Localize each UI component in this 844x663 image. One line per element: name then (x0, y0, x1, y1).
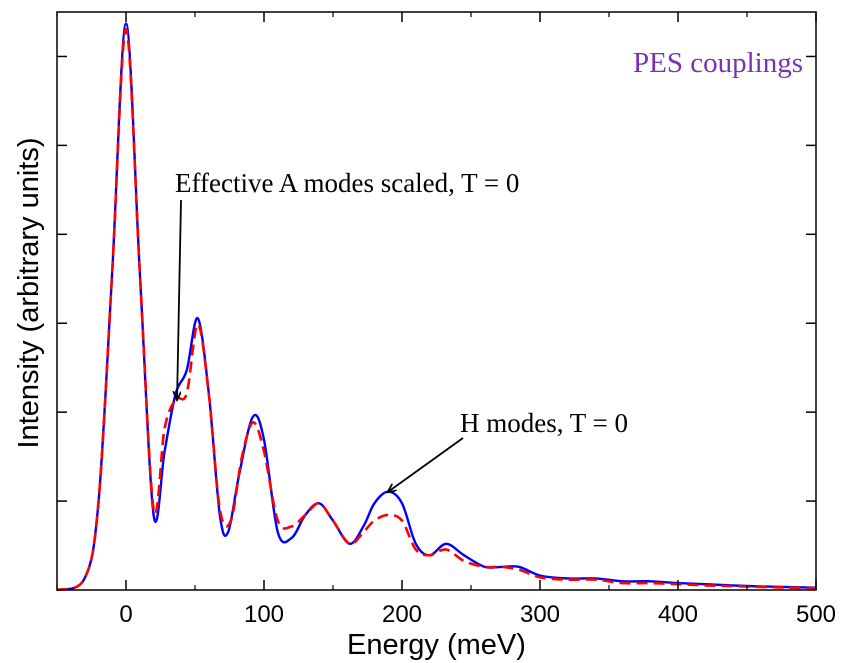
y-axis-title: Intensity (arbitrary units) (13, 137, 45, 448)
x-tick-label: 500 (796, 601, 836, 628)
annotation-layer: Effective A modes scaled, T = 0 H modes, … (175, 168, 628, 492)
plot-frame (56, 11, 817, 591)
pes-couplings-label: PES couplings (633, 47, 803, 79)
x-tick-label: 0 (119, 601, 132, 628)
annotation-arrow (388, 437, 464, 492)
x-tick-label: 300 (520, 601, 560, 628)
x-axis-title: Energy (meV) (347, 629, 526, 661)
ticks-layer: 0 100 200 300 400 500 (56, 12, 836, 628)
annotation-label: Effective A modes scaled, T = 0 (175, 168, 519, 198)
x-tick-label: 400 (658, 601, 698, 628)
series-line-dashed (56, 28, 817, 592)
x-tick-label: 100 (244, 601, 284, 628)
annotation-arrow (177, 199, 182, 399)
annotation-label: H modes, T = 0 (460, 408, 628, 438)
series-line-solid (56, 22, 817, 592)
series-layer (56, 22, 817, 592)
x-tick-label: 200 (382, 601, 422, 628)
